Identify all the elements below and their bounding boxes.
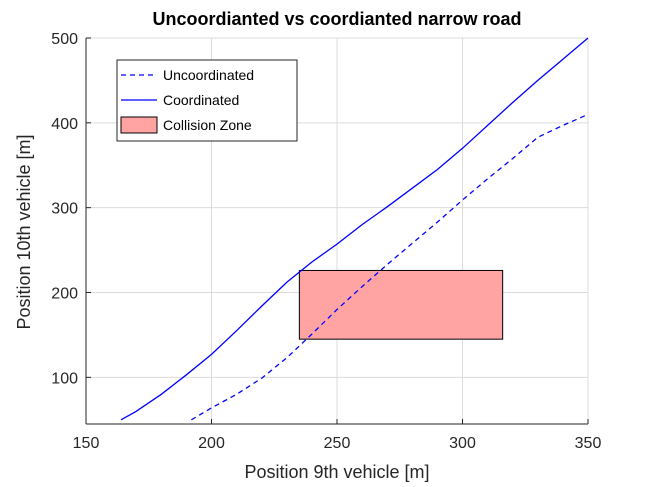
series-line-coordinated	[120, 37, 589, 421]
collision-zone-rect	[298, 269, 504, 340]
legend-label: Coordinated	[163, 92, 239, 108]
x-tick-label: 300	[449, 435, 476, 452]
legend-label: Uncoordinated	[163, 67, 254, 83]
x-axis-label: Position 9th vehicle [m]	[244, 462, 429, 482]
y-axis-label: Position 10th vehicle [m]	[14, 134, 34, 329]
axes	[85, 37, 589, 425]
series-lines	[120, 37, 589, 421]
collision-zones	[298, 269, 504, 340]
legend-label: Collision Zone	[163, 117, 252, 133]
legend: Uncoordinated Coordinated Collision Zone	[116, 59, 298, 142]
y-tick-label: 400	[51, 116, 78, 133]
tick-labels: 150 200 250 300 350 100 200 300 400 500	[51, 31, 601, 452]
x-tick-label: 150	[73, 435, 100, 452]
y-tick-label: 300	[51, 201, 78, 218]
x-tick-label: 350	[575, 435, 602, 452]
chart-title: Uncoordianted vs coordianted narrow road	[152, 9, 521, 29]
y-tick-label: 500	[51, 31, 78, 48]
y-tick-label: 200	[51, 286, 78, 303]
y-tick-label: 100	[51, 370, 78, 387]
x-tick-label: 250	[324, 435, 351, 452]
series-line-uncoordinated	[191, 113, 589, 421]
legend-swatch-collision-zone	[120, 116, 158, 134]
x-tick-label: 200	[198, 435, 225, 452]
